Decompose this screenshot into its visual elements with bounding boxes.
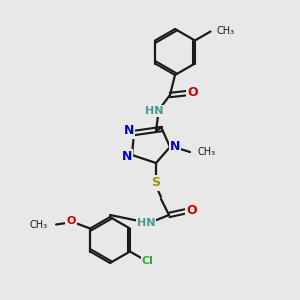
Text: O: O <box>188 86 198 100</box>
Text: HN: HN <box>137 218 155 228</box>
Text: N: N <box>124 124 134 137</box>
Text: CH₃: CH₃ <box>30 220 48 230</box>
Text: O: O <box>187 205 197 218</box>
Text: CH₃: CH₃ <box>217 26 235 37</box>
Text: O: O <box>66 217 76 226</box>
Text: S: S <box>152 176 160 190</box>
Text: CH₃: CH₃ <box>197 147 215 157</box>
Text: N: N <box>170 140 180 154</box>
Text: Cl: Cl <box>142 256 154 266</box>
Text: HN: HN <box>145 106 163 116</box>
Text: N: N <box>122 151 132 164</box>
